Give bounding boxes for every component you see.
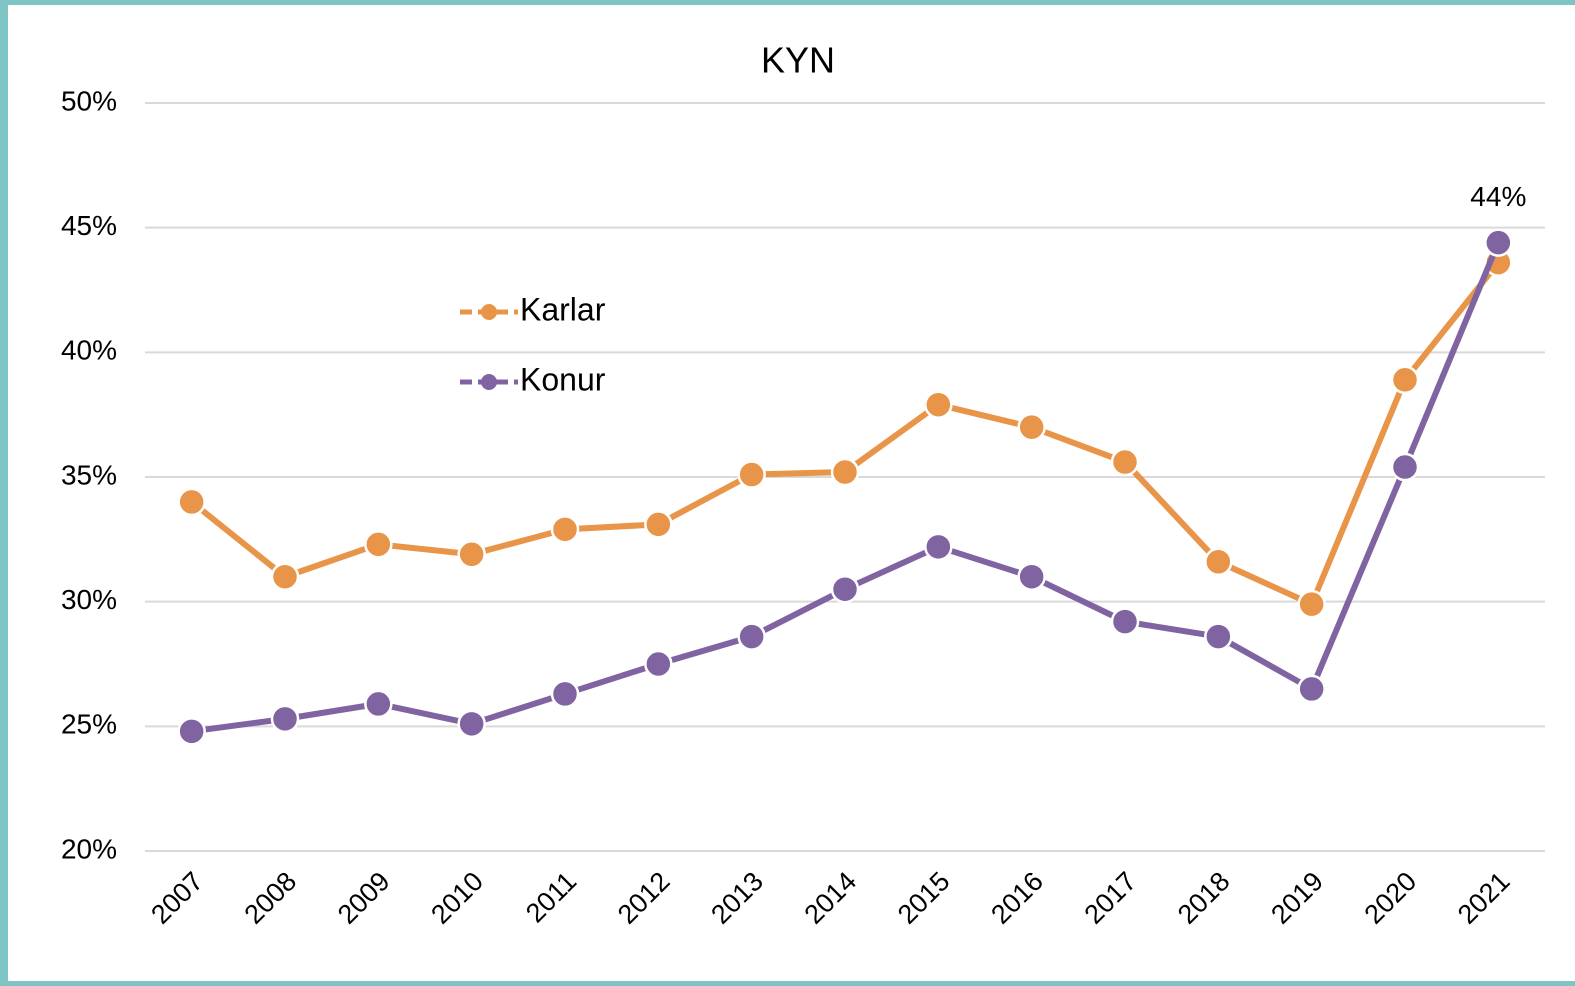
marker [457,709,486,739]
x-tick-label: 2010 [425,866,489,930]
x-tick-label: 2018 [1172,866,1236,930]
data-label: 44% [1470,181,1526,212]
legend-label: Karlar [520,291,606,327]
x-tick-label: 2016 [985,866,1049,930]
y-tick-label: 45% [61,210,117,241]
marker [830,457,860,487]
x-tick-label: 2011 [520,866,582,928]
legend-marker [481,374,497,390]
x-tick-label: 2008 [239,866,303,930]
x-tick-label: 2013 [705,866,769,930]
marker [270,562,300,591]
x-tick-label: 2007 [145,866,209,930]
marker [270,704,300,734]
x-tick-label: 2020 [1359,866,1423,930]
marker [364,530,393,559]
x-tick-label: 2014 [799,866,863,930]
y-tick-label: 25% [61,709,117,740]
x-tick-label: 2021 [1452,866,1516,930]
marker [550,515,580,544]
marker [737,622,766,651]
marker [177,487,206,517]
y-tick-label: 35% [61,459,117,490]
marker [644,649,673,679]
y-tick-label: 30% [61,584,117,615]
marker [1204,547,1233,577]
x-tick-label: 2019 [1265,866,1329,930]
marker [644,510,673,539]
marker [1110,607,1140,636]
legend-marker [481,304,497,320]
marker [1110,447,1140,477]
marker [737,460,766,489]
marker [1204,622,1233,651]
chart-title: KYN [761,40,835,81]
marker [550,679,580,709]
marker [364,689,393,719]
marker [457,540,486,569]
x-tick-label: 2012 [612,866,676,930]
series-line [191,241,1502,735]
marker [830,574,860,604]
chart-frame: KYN 20% 25% 30% 35% 40% 45% 50% 2007 2008 2009 201… [8,5,1575,981]
marker [1390,452,1420,482]
chart: KYN 20% 25% 30% 35% 40% 45% 50% 2007 2008 2009 201… [61,40,1545,930]
marker [1484,228,1513,257]
x-tick-label: 2009 [332,866,396,930]
y-tick-label: 40% [61,335,117,366]
x-tick-label: 2015 [892,866,956,930]
marker [177,717,206,746]
y-tick-label: 50% [61,85,117,116]
marker [1297,674,1326,704]
y-tick-label: 20% [61,833,117,864]
marker [924,532,953,562]
legend-label: Konur [520,361,606,397]
marker [924,390,953,419]
x-tick-label: 2017 [1079,866,1143,930]
marker [1390,365,1420,395]
marker [1017,412,1046,442]
marker [1017,562,1046,591]
marker [1297,589,1326,619]
